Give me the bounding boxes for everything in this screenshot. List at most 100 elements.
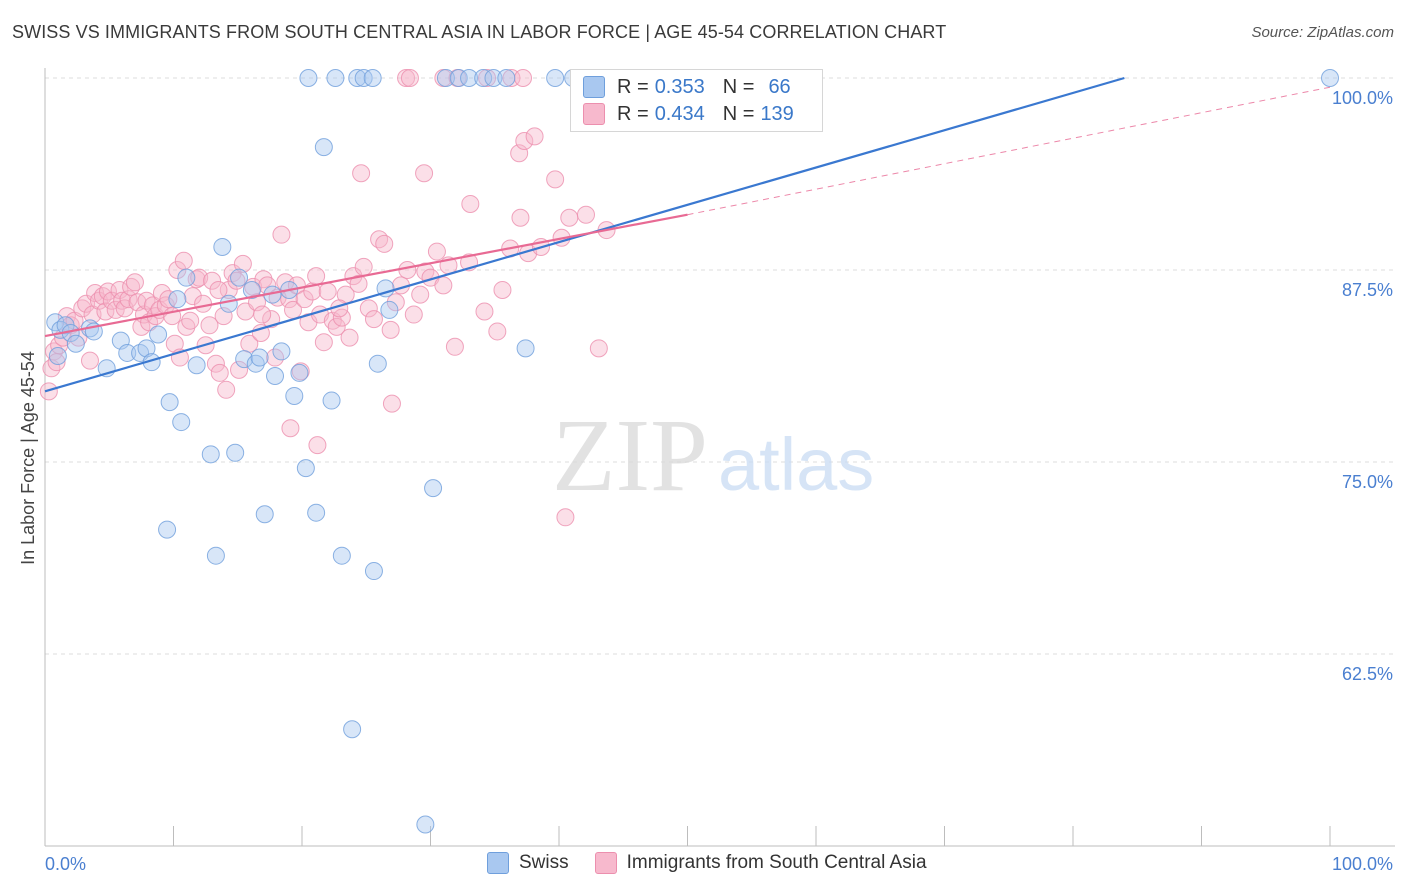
immigrants-points <box>39 69 616 527</box>
swiss-point <box>424 479 443 498</box>
swiss-point <box>436 69 455 87</box>
swiss-point <box>48 347 67 366</box>
immigrants-point <box>589 339 608 358</box>
swiss-point <box>242 280 261 299</box>
r-label: R = <box>617 75 649 98</box>
swiss-point <box>332 546 351 565</box>
immigrants-point <box>386 293 405 312</box>
n-value: 139 <box>760 102 794 125</box>
immigrants-point <box>493 280 512 299</box>
swiss-point <box>177 268 196 287</box>
immigrants-point <box>415 164 434 183</box>
immigrants-point <box>217 380 236 399</box>
swiss-point <box>299 69 318 87</box>
immigrants-point <box>209 280 228 299</box>
immigrants-point <box>327 317 346 336</box>
n-label: N = <box>722 102 755 125</box>
immigrants-point <box>314 333 333 352</box>
immigrants-point <box>352 164 371 183</box>
immigrants-point <box>511 208 530 227</box>
immigrants-point <box>168 261 187 279</box>
swiss-point <box>1321 69 1339 87</box>
legend-item-immigrants: Immigrants from South Central Asia <box>594 852 927 874</box>
immigrants-point <box>475 302 494 321</box>
swiss-swatch <box>583 76 605 98</box>
immigrants-point <box>308 436 327 455</box>
immigrants-point <box>253 305 272 324</box>
swiss-point <box>348 69 367 87</box>
immigrants-point <box>125 273 144 292</box>
swiss-point <box>343 720 362 739</box>
series-legend: Swiss Immigrants from South Central Asia <box>487 852 953 874</box>
immigrants-point <box>556 508 575 527</box>
immigrants-point <box>307 267 326 286</box>
y-axis-title: In Labor Force | Age 45-54 <box>18 351 38 565</box>
immigrants-point <box>181 311 200 330</box>
swiss-point <box>187 356 206 375</box>
swiss-point <box>368 354 387 373</box>
swiss-point <box>380 300 399 319</box>
swiss-point <box>322 391 341 410</box>
swiss-point <box>168 290 187 309</box>
immigrants-trend-line <box>44 213 688 338</box>
immigrants-point <box>546 170 565 189</box>
immigrants-point <box>560 208 579 227</box>
immigrants-point <box>525 127 544 146</box>
swiss-point <box>226 443 245 462</box>
immigrants-swatch <box>583 103 605 125</box>
n-label: N = <box>722 75 755 98</box>
immigrants-point <box>364 310 383 329</box>
immigrants-point <box>515 131 534 150</box>
swiss-point <box>172 413 191 432</box>
immigrants-point <box>183 287 202 306</box>
immigrants-point <box>110 280 129 299</box>
immigrants-point <box>404 305 423 324</box>
immigrants-point <box>488 322 507 341</box>
source-label: Source: ZipAtlas.com <box>1251 24 1394 41</box>
swiss-point <box>213 237 232 256</box>
axes <box>44 68 1395 847</box>
immigrants-swatch <box>594 852 617 874</box>
chart-title: SWISS VS IMMIGRANTS FROM SOUTH CENTRAL A… <box>12 22 947 42</box>
immigrants-point <box>349 274 368 293</box>
immigrants-point <box>137 291 156 310</box>
swiss-point <box>363 69 382 87</box>
watermark-atlas: atlas <box>718 423 874 506</box>
immigrants-point <box>143 296 162 315</box>
swiss-point <box>416 815 435 834</box>
swiss-point <box>364 562 383 581</box>
swiss-point <box>201 445 220 464</box>
swiss-point <box>137 339 156 358</box>
immigrants-point <box>251 323 270 342</box>
immigrants-point <box>206 354 225 373</box>
n-value: 66 <box>768 75 791 98</box>
legend-item-swiss: Swiss <box>487 852 569 874</box>
immigrants-point <box>445 337 464 356</box>
x-tick-label: 0.0% <box>45 854 86 874</box>
legend-swiss-label: Swiss <box>519 852 569 873</box>
immigrants-point <box>461 194 480 213</box>
swiss-point <box>160 393 179 412</box>
y-tick-label: 100.0% <box>1332 88 1393 108</box>
swiss-point <box>219 294 238 313</box>
swiss-point <box>516 339 535 358</box>
immigrants-point <box>194 294 213 313</box>
immigrants-point <box>397 69 416 87</box>
swiss-point <box>235 350 254 369</box>
swiss-point <box>66 334 85 353</box>
immigrants-point <box>427 242 446 261</box>
r-value: 0.434 <box>654 102 705 125</box>
immigrants-point <box>233 254 252 273</box>
immigrants-point <box>411 285 430 304</box>
immigrants-point <box>318 282 337 301</box>
correlation-legend: R = 0.353 N = 66 R = 0.434 N = 139 <box>570 69 823 132</box>
swiss-point <box>296 459 315 478</box>
immigrants-point <box>165 334 184 353</box>
swiss-point <box>272 342 291 361</box>
immigrants-point <box>340 328 359 347</box>
immigrants-point <box>359 299 378 318</box>
immigrants-point <box>230 360 249 379</box>
r-label: R = <box>617 102 649 125</box>
immigrants-point <box>174 251 193 270</box>
swiss-point <box>250 348 269 367</box>
